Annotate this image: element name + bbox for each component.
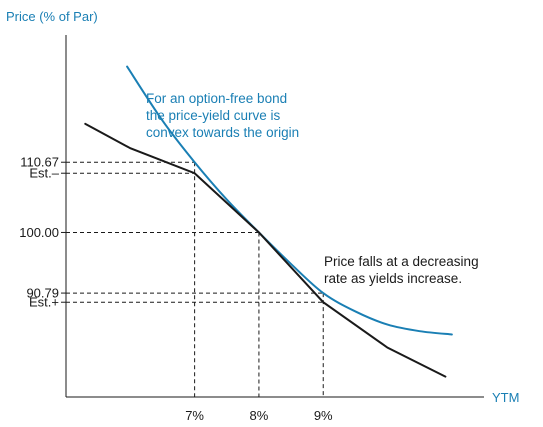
annotation-line: For an option-free bond (146, 91, 287, 106)
guide-lines (66, 161, 324, 397)
price-yield-curve (126, 65, 453, 336)
annotation-line: convex towards the origin (146, 125, 299, 140)
y-tick-label: Est.+ (29, 295, 59, 310)
series-group (84, 65, 453, 378)
annotation-group: For an option-free bond the price-yield c… (146, 91, 479, 286)
tangent-line (84, 122, 447, 378)
convexity-annotation: For an option-free bond the price-yield c… (146, 91, 299, 140)
x-tick-label: 8% (250, 408, 269, 423)
price-fall-annotation: Price falls at a decreasing rate as yield… (324, 254, 479, 286)
x-tick-label: 9% (314, 408, 333, 423)
y-tick-label: 110.67 (20, 155, 59, 170)
y-tick-label: 90.79 (26, 286, 59, 301)
y-tick-label: 100.00 (19, 225, 59, 240)
y-tick-label: Est.– (29, 166, 59, 181)
x-axis-title: YTM (492, 390, 519, 405)
annotation-line: rate as yields increase. (324, 271, 462, 286)
annotation-line: the price-yield curve is (146, 108, 281, 123)
x-tick-label: 7% (185, 408, 204, 423)
y-axis-title: Price (% of Par) (6, 9, 98, 24)
annotation-line: Price falls at a decreasing (324, 254, 479, 269)
